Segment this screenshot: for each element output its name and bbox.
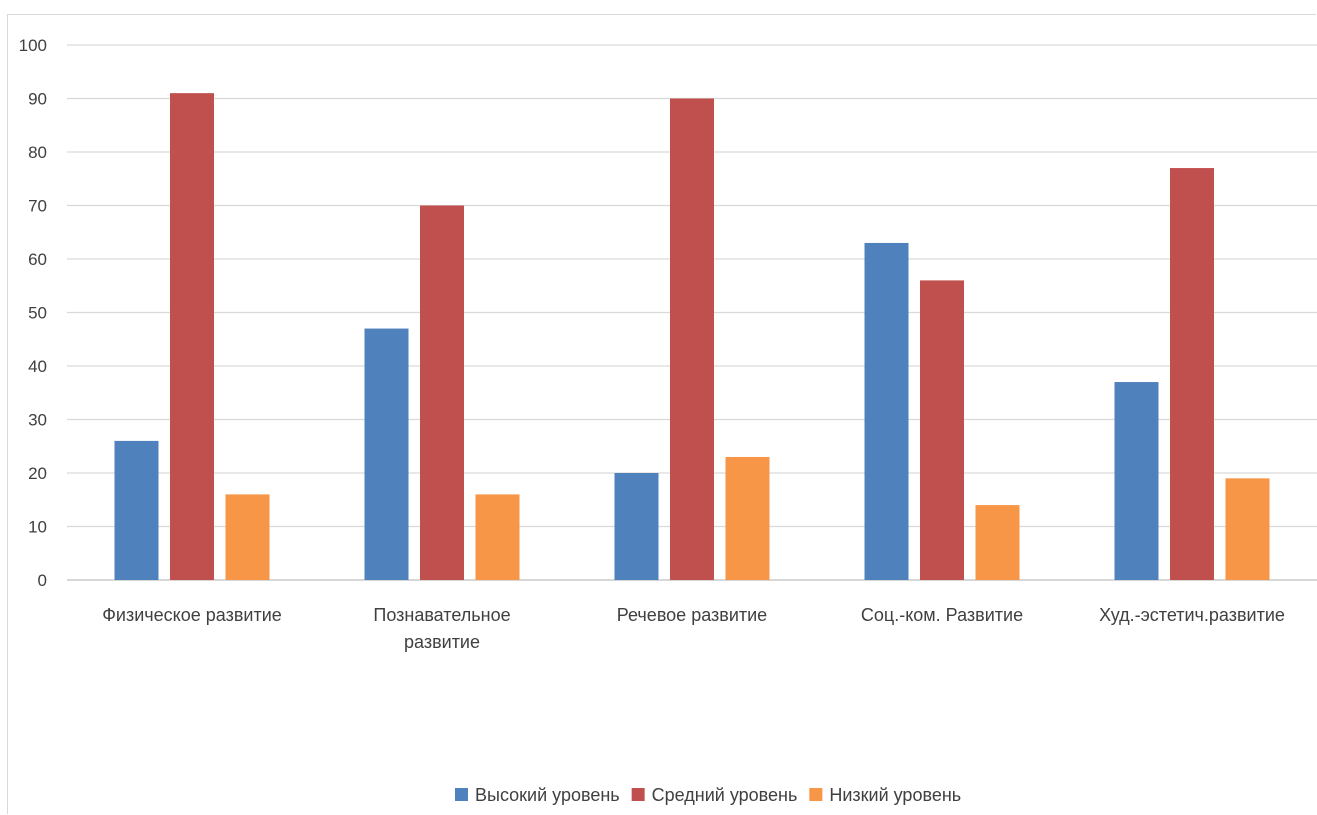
bar [114,440,159,580]
y-tick-label: 100 [19,36,47,55]
legend-swatch [631,788,645,801]
y-tick-label: 90 [28,90,47,109]
y-axis-ticks: 0 10 20 30 40 50 60 70 80 90 100 [19,36,47,590]
y-tick-label: 10 [28,518,47,537]
bar [670,98,714,580]
legend-label: Высокий уровень [475,785,620,805]
legend-swatch [809,788,823,801]
x-tick-label: Физическое развитие [102,605,282,625]
x-tick-label: Соц.-ком. Развитие [861,605,1023,625]
y-tick-label: 0 [38,571,47,590]
y-tick-label: 60 [28,250,47,269]
bar [364,328,409,580]
bar [1114,382,1159,580]
bar [420,205,464,580]
x-axis-labels: Физическое развитие Познавательное развити… [102,605,1285,652]
y-tick-label: 70 [28,197,47,216]
bars [114,93,1270,581]
bar [975,505,1020,580]
bar [170,93,214,581]
y-tick-label: 30 [28,411,47,430]
x-tick-label: Познавательное развитие [373,605,510,652]
bar [475,494,520,580]
legend: Высокий уровень Средний уровень Низкий уро… [455,785,961,805]
bar [920,280,964,580]
bar [225,494,270,580]
y-tick-label: 20 [28,464,47,483]
bar [725,456,770,580]
x-tick-label: Худ.-эстетич.развитие [1099,605,1285,625]
bar [1170,168,1214,581]
legend-label: Низкий уровень [829,785,961,805]
chart-frame [7,14,1316,814]
x-tick-label: Речевое развитие [617,605,767,625]
legend-label: Средний уровень [652,785,798,805]
y-tick-label: 80 [28,143,47,162]
legend-swatch [455,788,468,801]
y-tick-label: 40 [28,357,47,376]
bar [1225,478,1270,580]
bar [864,242,909,580]
bar [614,473,659,580]
y-tick-label: 50 [28,304,47,323]
